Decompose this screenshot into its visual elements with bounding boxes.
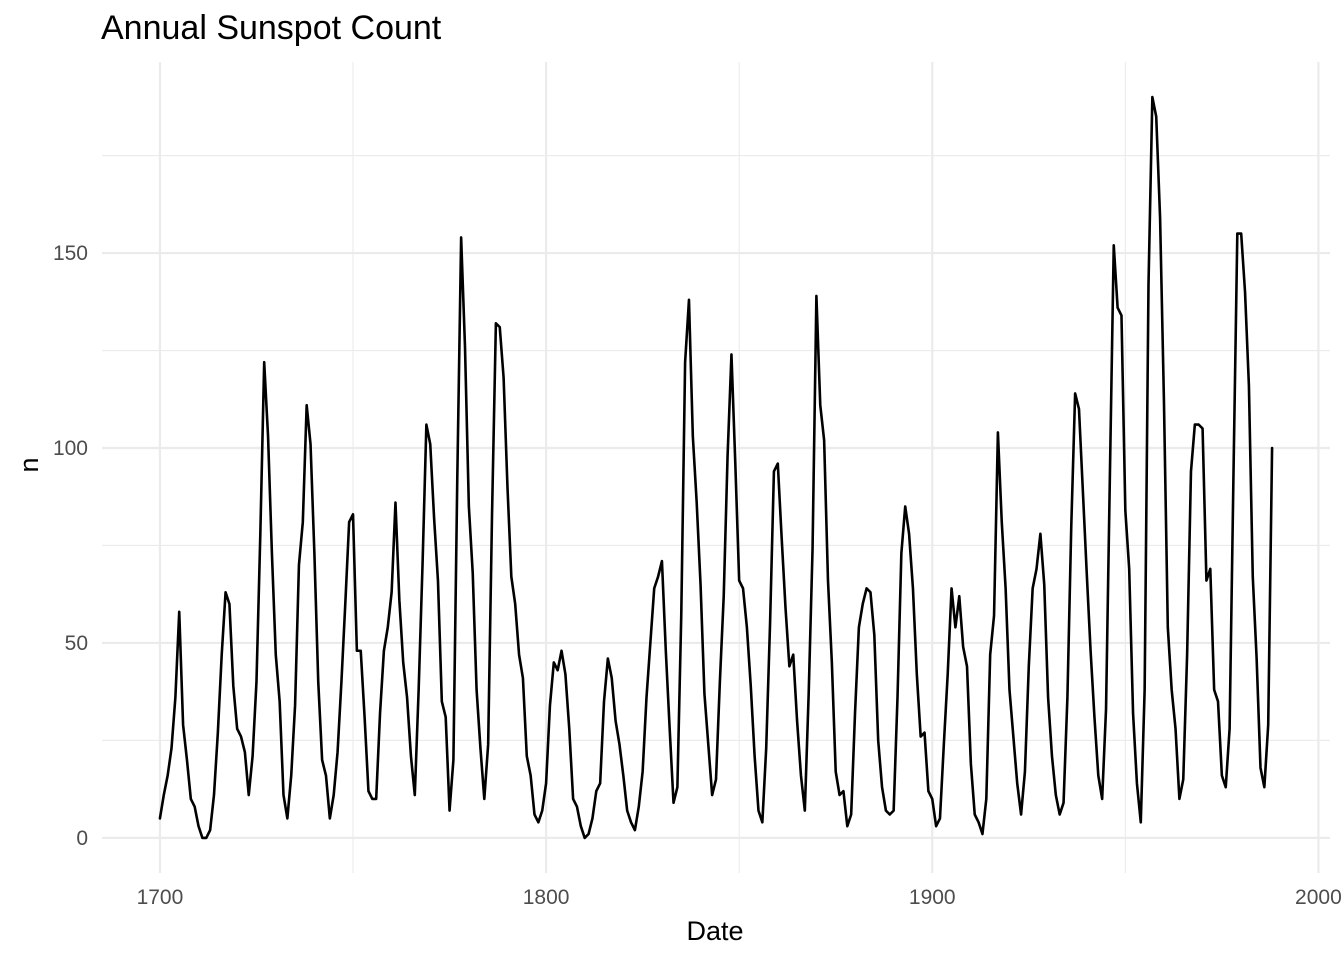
- sunspot-series-line: [158, 95, 1274, 840]
- x-tick-label: 2000: [1295, 886, 1342, 909]
- x-axis-tick-labels: 1700 1800 1900 2000: [137, 886, 1342, 909]
- y-tick-label: 100: [53, 437, 88, 460]
- chart-title: Annual Sunspot Count: [101, 9, 442, 47]
- x-tick-label: 1700: [137, 886, 184, 909]
- y-tick-label: 0: [76, 827, 88, 850]
- minor-gridlines: [102, 62, 1330, 873]
- y-tick-label: 50: [65, 632, 88, 655]
- series-layer: [158, 95, 1274, 840]
- y-tick-label: 150: [53, 242, 88, 265]
- x-tick-label: 1900: [909, 886, 956, 909]
- x-tick-label: 1800: [523, 886, 570, 909]
- x-axis-title: Date: [686, 916, 743, 946]
- y-axis-tick-labels: 0 50 100 150: [53, 242, 88, 850]
- y-axis-title: n: [14, 457, 44, 472]
